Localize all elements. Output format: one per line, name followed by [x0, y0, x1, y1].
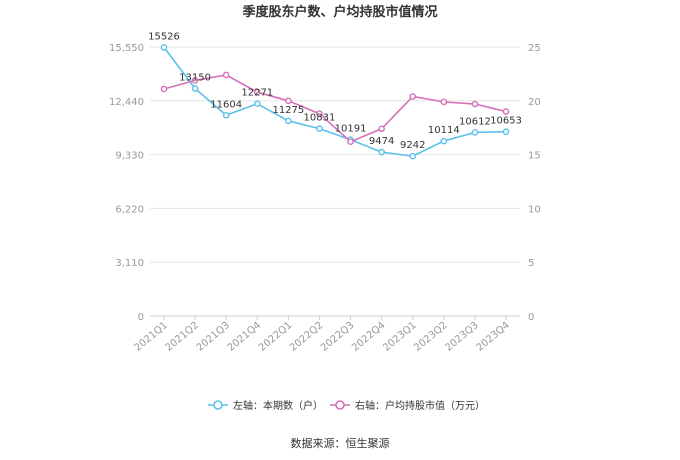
left-axis-tick: 6,220	[115, 204, 144, 215]
left-axis-tick: 0	[138, 312, 144, 323]
data-label: 9474	[369, 136, 394, 147]
left-axis-tick: 3,110	[115, 258, 144, 269]
data-label: 10191	[335, 124, 367, 135]
data-point	[222, 71, 230, 79]
data-point	[285, 97, 292, 105]
data-point	[347, 138, 354, 145]
data-point	[316, 110, 323, 118]
data-label: 11275	[272, 105, 304, 116]
data-point	[222, 111, 230, 119]
data-label: 10612	[459, 116, 491, 127]
grid-lines	[150, 46, 520, 317]
data-label: 9242	[400, 140, 425, 151]
axis-ticks: 0 3,110 6,220 9,330 12,440 15,550 0 5 10 15 20 25 20…	[109, 43, 541, 354]
x-axis-tick: 2022Q3	[319, 320, 356, 354]
data-point	[191, 77, 199, 84]
chart-title: 季度股东户数、户均持股市值情况	[241, 4, 437, 20]
series-line-left	[163, 46, 507, 157]
data-point	[471, 100, 479, 108]
data-label: 10831	[304, 113, 336, 124]
x-axis-tick: 2022Q2	[288, 320, 325, 354]
data-label: 13150	[179, 73, 211, 84]
data-point	[471, 129, 479, 136]
data-source: 数据来源：恒生聚源	[291, 436, 390, 450]
data-point	[502, 108, 510, 115]
data-label: 11604	[210, 99, 242, 110]
data-point	[378, 148, 385, 156]
data-point	[253, 88, 261, 96]
data-point	[160, 85, 168, 93]
data-point	[409, 93, 417, 100]
x-axis-tick: 2021Q3	[195, 320, 232, 354]
right-axis-tick: 10	[528, 204, 541, 215]
legend-label: 右轴：户均持股市值（万元）	[355, 399, 485, 412]
data-label: 15526	[148, 31, 180, 42]
x-axis-tick: 2021Q4	[226, 320, 263, 354]
left-axis-tick: 9,330	[115, 151, 144, 162]
data-label: 10653	[490, 116, 522, 127]
right-axis-tick: 25	[528, 43, 541, 54]
data-point	[316, 125, 323, 132]
x-axis-tick: 2023Q4	[474, 320, 511, 354]
legend-marker	[213, 400, 223, 410]
legend: 左轴：本期数（户） 右轴：户均持股市值（万元）	[208, 399, 485, 412]
data-point	[440, 98, 448, 106]
right-axis-tick: 0	[528, 312, 534, 323]
data-point	[285, 117, 292, 125]
data-point	[253, 100, 261, 108]
data-point	[191, 85, 199, 92]
series-line-right	[163, 74, 507, 143]
data-label: 12271	[241, 88, 273, 99]
x-axis-tick: 2023Q2	[412, 320, 449, 354]
x-axis-tick: 2022Q4	[350, 320, 387, 354]
legend-marker	[335, 400, 345, 410]
data-point	[378, 125, 385, 133]
x-axis-tick: 2023Q3	[443, 320, 480, 354]
x-axis-tick: 2021Q1	[132, 320, 169, 354]
right-axis-tick: 20	[528, 97, 541, 108]
right-axis-tick: 5	[528, 258, 534, 269]
data-point	[440, 137, 448, 145]
x-axis-tick: 2021Q2	[164, 320, 201, 354]
x-axis-tick: 2023Q1	[381, 320, 418, 354]
data-point	[502, 128, 510, 136]
right-axis-tick: 15	[528, 151, 541, 162]
data-label: 10114	[428, 125, 460, 136]
left-axis-tick: 12,440	[109, 97, 144, 108]
data-point	[160, 44, 168, 51]
data-point	[409, 152, 417, 160]
x-axis-tick: 2022Q1	[257, 320, 294, 354]
series-lines	[160, 44, 510, 160]
legend-label: 左轴：本期数（户）	[233, 399, 323, 412]
left-axis-tick: 15,550	[109, 43, 144, 54]
